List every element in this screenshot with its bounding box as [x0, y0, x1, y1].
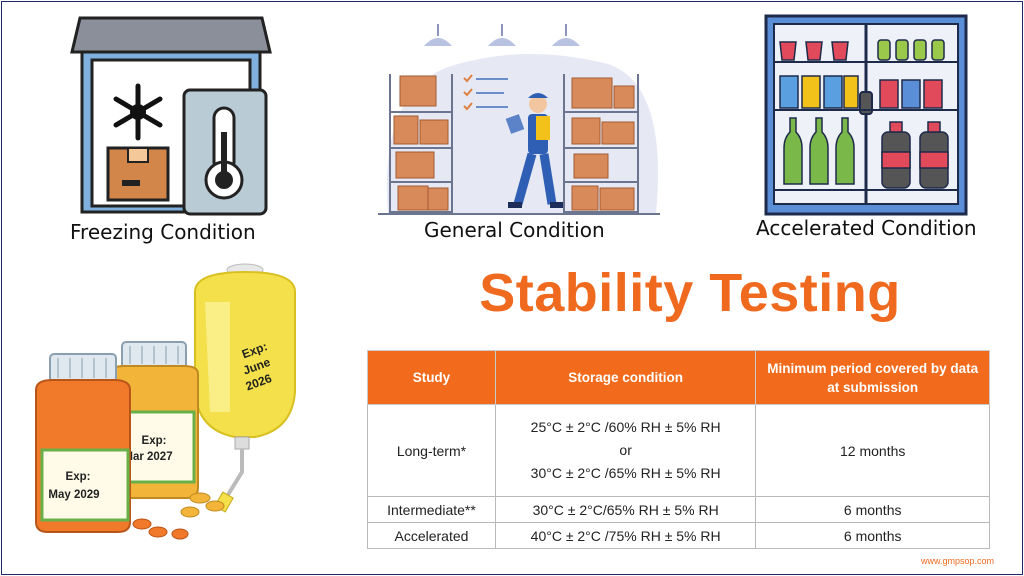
cell-period: 6 months [755, 496, 990, 523]
stability-table: Study Storage condition Minimum period c… [367, 350, 990, 549]
bottle-front-exp-label: Exp: [66, 471, 91, 483]
accelerated-caption: Accelerated Condition [756, 216, 977, 240]
bottle-back-date: Mar 2027 [123, 451, 172, 463]
ceiling-lamp-icon [424, 24, 580, 46]
freezing-caption: Freezing Condition [70, 220, 256, 244]
cell-study: Intermediate** [367, 496, 496, 523]
jar-icon [879, 79, 943, 109]
shelf-left [389, 74, 453, 214]
general-caption: General Condition [424, 218, 605, 242]
cell-period: 12 months [755, 404, 990, 497]
cell-period: 6 months [755, 522, 990, 549]
pill-bottle-back: Exp: Mar 2027 [109, 341, 199, 499]
cell-condition: 40°C ± 2°C /75% RH ± 5% RH [494, 522, 757, 549]
freezer-illustration [70, 16, 272, 216]
bottle-back-exp-label: Exp: [142, 435, 167, 447]
checklist-icon [463, 74, 508, 111]
condition-or: or [619, 442, 632, 458]
footer-url: www.gmpsop.com [920, 556, 994, 566]
soda-bottle-icon [881, 121, 949, 189]
bottle-row-icon [877, 39, 945, 61]
header-study: Study [367, 350, 496, 405]
fridge-illustration [764, 14, 968, 216]
thermometer-panel-icon [182, 88, 268, 216]
page-title: Stability Testing [479, 263, 901, 323]
iv-bag-icon: Exp: June 2026 [194, 263, 296, 513]
bottle-front-date: May 2029 [48, 489, 99, 501]
header-storage-condition: Storage condition [494, 350, 757, 405]
shelf-right [563, 74, 639, 214]
box-icon [106, 146, 170, 202]
table-row: Intermediate** 30°C ± 2°C/65% RH ± 5% RH… [367, 496, 990, 523]
condition-line: 25°C ± 2°C /60% RH ± 5% RH [530, 419, 721, 435]
wine-bottle-icon [783, 117, 855, 185]
cup-icon [779, 41, 849, 61]
worker-icon [505, 93, 564, 208]
cell-study: Long-term* [367, 404, 496, 497]
cell-condition: 30°C ± 2°C/65% RH ± 5% RH [494, 496, 757, 523]
scattered-pills [180, 492, 225, 518]
snack-icon [779, 75, 859, 109]
cell-condition: 25°C ± 2°C /60% RH ± 5% RH or 30°C ± 2°C… [494, 404, 757, 497]
table-row: Long-term* 25°C ± 2°C /60% RH ± 5% RH or… [367, 404, 990, 497]
table-row: Accelerated 40°C ± 2°C /75% RH ± 5% RH 6… [367, 522, 990, 549]
warehouse-illustration [378, 24, 660, 215]
condition-line: 30°C ± 2°C /65% RH ± 5% RH [530, 465, 721, 481]
medicine-illustration: Exp: June 2026 Exp: Mar 2027 Exp: May 20… [35, 263, 296, 540]
header-minimum-period: Minimum period covered by data at submis… [755, 350, 990, 405]
cell-study: Accelerated [367, 522, 496, 549]
table-header-row: Study Storage condition Minimum period c… [367, 350, 990, 405]
pill-bottle-front: Exp: May 2029 [35, 353, 131, 533]
